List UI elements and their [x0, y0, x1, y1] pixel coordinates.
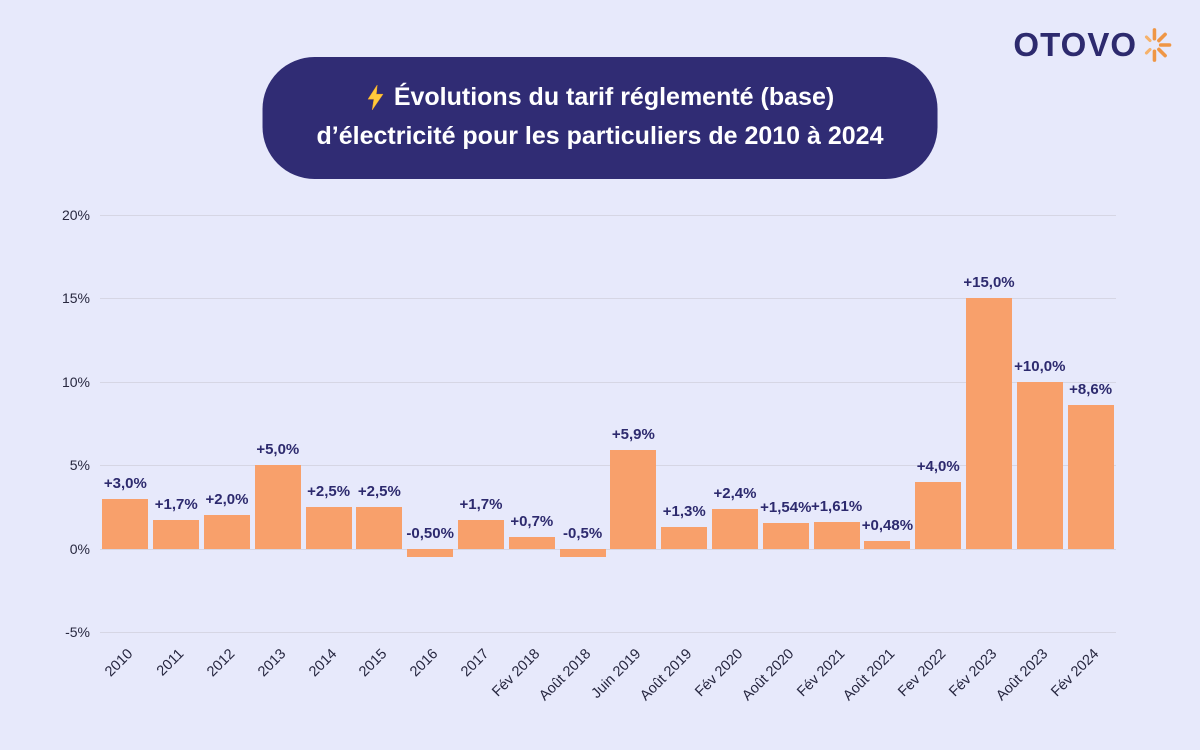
otovo-logo: OTOVO [1013, 22, 1174, 68]
bar [762, 522, 809, 549]
bar [813, 521, 860, 549]
chart-title-line1: Évolutions du tarif réglementé (base) [317, 78, 884, 117]
gridline [100, 548, 1116, 550]
gridline [100, 215, 1116, 216]
bar [610, 450, 657, 549]
bar [915, 481, 962, 549]
chart-title-line2: d’électricité pour les particuliers de 2… [317, 117, 884, 156]
bar [407, 548, 454, 557]
y-axis-tick: 5% [69, 457, 90, 474]
gridline [100, 465, 1116, 467]
bar-chart-plot: 20% 15% 10% 5% 0% -5% +3,0% 2010 +1,7% 2011 +2,0% 2… [62, 207, 1116, 704]
bar [966, 298, 1012, 549]
bar [153, 520, 200, 549]
bar-value-label: +2,0% [205, 491, 249, 509]
bar-value-label: +10,0% [1014, 357, 1066, 375]
bar-value-label: +2,4% [713, 484, 757, 502]
bar-value-label: +1,61% [810, 497, 863, 515]
otovo-logo-text: OTOVO [1013, 26, 1137, 63]
bar-value-label: +15,0% [963, 274, 1015, 292]
gridline [100, 298, 1116, 300]
bar-value-label: +0,48% [861, 516, 914, 534]
y-axis-tick: 20% [61, 207, 90, 223]
bar-value-label: +1,7% [459, 496, 503, 514]
bar [458, 520, 504, 549]
bar-value-label: +5,9% [611, 426, 655, 444]
bar-value-label: +3,0% [103, 474, 147, 492]
y-axis-tick: -5% [65, 624, 90, 640]
sun-burst-icon [1144, 28, 1172, 62]
bar-value-label: +2,5% [357, 482, 401, 500]
bar-value-label: +1,54% [760, 498, 812, 516]
bar-value-label: +5,0% [256, 441, 300, 459]
bar [508, 536, 555, 549]
title-text-line2: d’électricité pour les particuliers de 2… [316, 121, 884, 150]
bar-value-label: +1,7% [154, 496, 198, 514]
title-text-line1: Évolutions du tarif réglementé (base) [393, 83, 835, 111]
y-axis-tick: 0% [69, 540, 90, 557]
bar-value-label: +4,0% [916, 457, 960, 475]
bar [254, 465, 301, 549]
bar [102, 498, 149, 549]
bar [1016, 381, 1063, 549]
gridline [100, 381, 1116, 383]
lightning-icon [367, 84, 384, 111]
gridline [100, 632, 1116, 633]
bar-value-label: -0,50% [406, 524, 454, 542]
bar-value-label: +0,7% [510, 512, 554, 530]
bar [661, 526, 708, 549]
chart-title: Évolutions du tarif réglementé (base) d’… [262, 57, 938, 179]
bar [559, 548, 606, 557]
bar-value-label: +2,5% [307, 482, 351, 500]
bar-value-label: +8,6% [1069, 381, 1113, 399]
bar [1067, 405, 1114, 549]
bar-value-label: -0,5% [563, 524, 603, 542]
y-axis-tick: 15% [61, 290, 90, 307]
bar [712, 508, 758, 549]
bar-value-label: +1,3% [662, 502, 706, 520]
bar [356, 506, 403, 549]
y-axis-tick: 10% [61, 373, 90, 390]
bar [864, 540, 911, 549]
bar [204, 515, 250, 549]
bar [305, 506, 352, 549]
